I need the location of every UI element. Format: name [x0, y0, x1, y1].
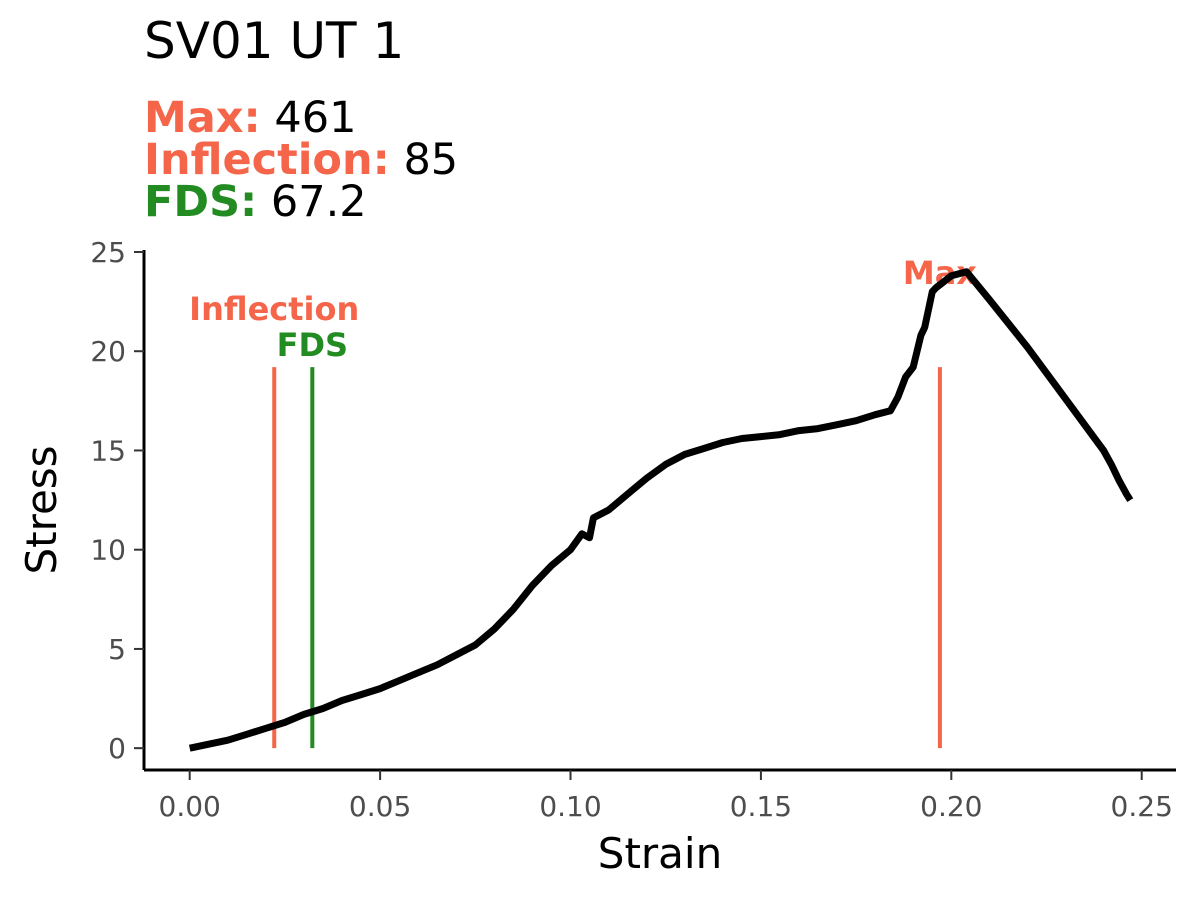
x-axis-title: Strain	[598, 829, 722, 878]
subtitle-fds-value: 67.2	[270, 177, 367, 227]
x-tick-label: 0.20	[920, 790, 982, 823]
x-tick-label: 0.10	[539, 790, 601, 823]
subtitle-max: Max: 461	[144, 97, 357, 140]
x-tick-label: 0.15	[730, 790, 792, 823]
stress-strain-line	[188, 268, 1134, 752]
x-tick-label: 0.00	[159, 790, 221, 823]
y-tick-label: 0	[108, 732, 126, 765]
subtitle-max-value: 461	[274, 93, 357, 143]
subtitle-fds-label: FDS:	[144, 177, 258, 227]
subtitle-inflection-value: 85	[403, 135, 459, 185]
subtitle-inflection-label: Inflection:	[144, 135, 390, 185]
chart-title: SV01 UT 1	[144, 12, 405, 70]
y-tick-label: 25	[90, 236, 126, 269]
x-tick-label: 0.25	[1111, 790, 1173, 823]
series-layer	[188, 268, 1134, 752]
y-axis-title: Stress	[17, 445, 66, 574]
y-tick-label: 20	[90, 335, 126, 368]
y-tick-label: 5	[108, 633, 126, 666]
ticks: 0.00 0.05 0.10 0.15 0.20 0.25 0 5 10 15 20 25	[90, 236, 1173, 823]
subtitle-fds: FDS: 67.2	[144, 181, 367, 224]
fds-marker-label: FDS	[277, 326, 348, 364]
subtitle-max-label: Max:	[144, 93, 261, 143]
inflection-marker-label: Inflection	[189, 290, 359, 328]
y-tick-label: 15	[90, 434, 126, 467]
subtitle-inflection: Inflection: 85	[144, 139, 458, 182]
y-tick-label: 10	[90, 534, 126, 567]
axes	[142, 250, 1176, 772]
x-tick-label: 0.05	[349, 790, 411, 823]
